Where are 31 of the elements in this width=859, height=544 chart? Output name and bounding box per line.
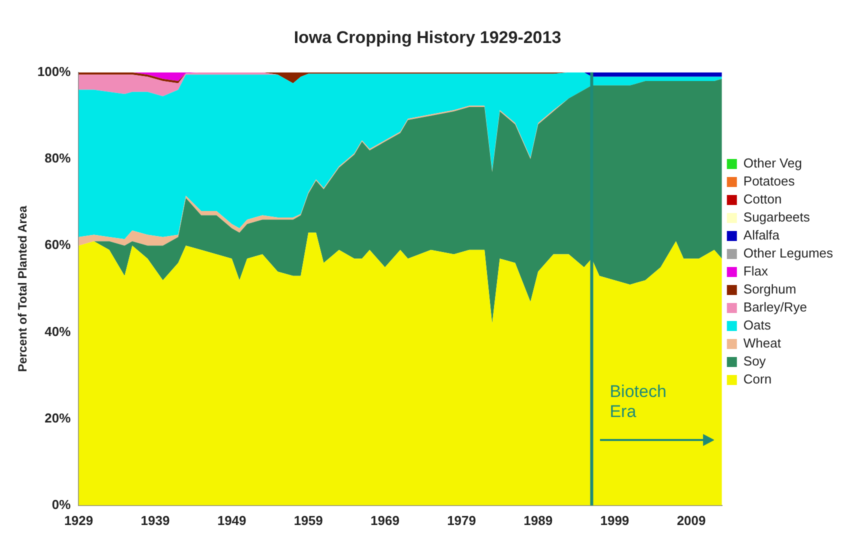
x-tick-label: 1999 xyxy=(600,512,630,528)
y-tick-label: 20% xyxy=(44,410,72,426)
annotation: Biotech Era xyxy=(610,382,666,422)
y-tick-label: 100% xyxy=(37,64,72,79)
legend-label: Cotton xyxy=(743,192,782,207)
x-tick-label: 1959 xyxy=(294,512,323,528)
x-tick-label: 1929 xyxy=(64,512,94,528)
legend-label: Wheat xyxy=(743,336,782,351)
y-tick-label: 40% xyxy=(44,324,72,339)
legend-label: Sugarbeets xyxy=(743,210,810,225)
y-tick-label: 80% xyxy=(44,150,72,166)
legend-label: Sorghum xyxy=(743,282,796,297)
legend-label: Other Veg xyxy=(743,156,802,171)
y-tick-label: 60% xyxy=(44,237,72,252)
y-tick-label: 0% xyxy=(52,496,72,512)
legend-label: Oats xyxy=(743,318,772,333)
x-tick-label: 1979 xyxy=(447,512,476,528)
legend-label: Potatoes xyxy=(743,174,796,189)
legend-label: Flax xyxy=(743,264,768,279)
legend-label: Corn xyxy=(743,372,772,387)
x-tick-label: 1969 xyxy=(370,512,400,528)
legend-label: Barley/Rye xyxy=(743,300,807,315)
legend-label: Alfalfa xyxy=(743,228,780,243)
x-tick-label: 1949 xyxy=(217,512,246,528)
y-axis-title: Percent of Total Planted Area xyxy=(16,206,30,372)
chart-title: Iowa Cropping History 1929-2013 xyxy=(294,28,562,47)
x-tick-label: 2009 xyxy=(676,512,706,528)
legend-label: Soy xyxy=(743,354,766,369)
x-tick-label: 1939 xyxy=(140,512,170,528)
legend-label: Other Legumes xyxy=(743,246,834,261)
x-tick-label: 1989 xyxy=(524,512,553,528)
